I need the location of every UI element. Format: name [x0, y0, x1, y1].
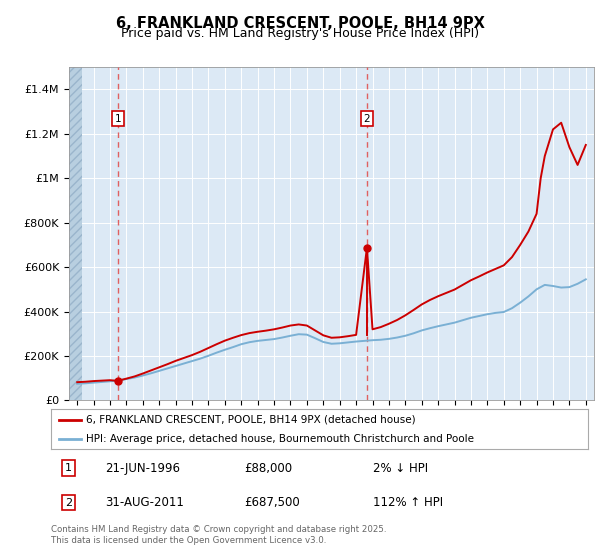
- Text: 1: 1: [65, 463, 72, 473]
- Text: 6, FRANKLAND CRESCENT, POOLE, BH14 9PX: 6, FRANKLAND CRESCENT, POOLE, BH14 9PX: [116, 16, 484, 31]
- Text: £88,000: £88,000: [244, 462, 292, 475]
- Text: 21-JUN-1996: 21-JUN-1996: [105, 462, 180, 475]
- Text: 1: 1: [115, 114, 121, 124]
- Text: 2: 2: [364, 114, 370, 124]
- Text: 112% ↑ HPI: 112% ↑ HPI: [373, 496, 443, 509]
- Text: Price paid vs. HM Land Registry's House Price Index (HPI): Price paid vs. HM Land Registry's House …: [121, 27, 479, 40]
- Text: 2% ↓ HPI: 2% ↓ HPI: [373, 462, 428, 475]
- Text: £687,500: £687,500: [244, 496, 300, 509]
- Text: HPI: Average price, detached house, Bournemouth Christchurch and Poole: HPI: Average price, detached house, Bour…: [86, 434, 474, 444]
- Text: Contains HM Land Registry data © Crown copyright and database right 2025.
This d: Contains HM Land Registry data © Crown c…: [51, 525, 386, 545]
- Text: 31-AUG-2011: 31-AUG-2011: [105, 496, 184, 509]
- Bar: [69, 67, 82, 400]
- Text: 2: 2: [65, 498, 72, 507]
- Text: 6, FRANKLAND CRESCENT, POOLE, BH14 9PX (detached house): 6, FRANKLAND CRESCENT, POOLE, BH14 9PX (…: [86, 415, 416, 424]
